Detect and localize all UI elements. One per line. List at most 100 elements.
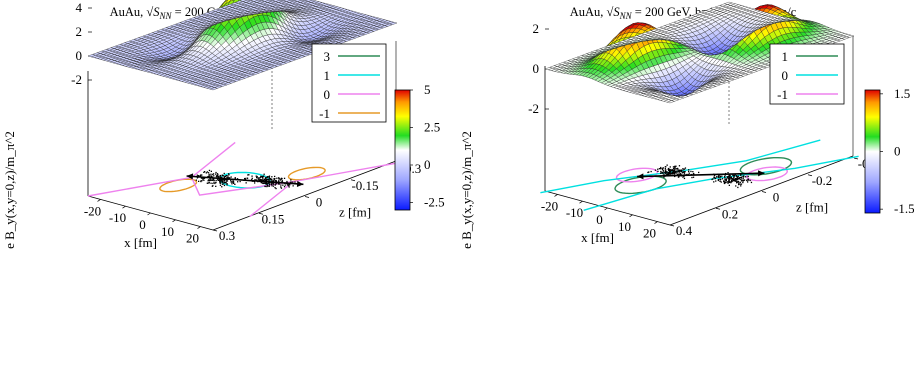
particle-point <box>268 182 270 184</box>
particle-point <box>223 184 226 187</box>
particle-point <box>251 175 253 177</box>
surface-cell <box>239 0 248 2</box>
colorbar-tick-label: -1.5 <box>894 201 914 216</box>
particle-point <box>203 171 205 173</box>
contour-line <box>614 175 667 195</box>
particle-point <box>673 168 675 170</box>
colorbar <box>394 89 411 211</box>
particle-point <box>658 168 661 170</box>
particle-point <box>267 183 269 185</box>
particle-point <box>266 182 268 184</box>
particle-point <box>213 181 215 183</box>
particle-point <box>198 180 200 182</box>
y-tick-mark <box>853 157 859 160</box>
particle-point <box>698 171 700 174</box>
particle-point <box>265 177 267 179</box>
particle-point <box>730 176 732 178</box>
particle-point <box>713 175 716 177</box>
particle-point <box>724 175 726 178</box>
particle-point <box>668 172 670 174</box>
particle-point <box>675 170 677 172</box>
particle-point <box>281 180 283 182</box>
surface-cell <box>260 0 270 2</box>
title-prefix: AuAu, √ <box>110 5 154 19</box>
particle-point <box>274 178 276 180</box>
particle-point <box>197 175 200 177</box>
particle-point <box>288 185 290 187</box>
particle-point <box>727 176 729 178</box>
x-tick-mark <box>197 226 201 229</box>
particle-point <box>214 182 216 185</box>
particle-point <box>266 176 269 178</box>
particle-point <box>674 175 676 178</box>
particle-point <box>232 180 234 182</box>
particle-point <box>207 182 209 184</box>
particle-point <box>215 185 217 187</box>
particle-point <box>230 176 232 178</box>
particle-point <box>286 180 288 183</box>
particle-point <box>222 179 224 181</box>
particle-point <box>727 176 729 178</box>
x-tick-label: 20 <box>186 231 199 246</box>
particle-point <box>733 180 735 182</box>
z-tick-label: -2 <box>528 101 539 116</box>
particle-point <box>718 176 720 179</box>
particle-point <box>732 178 734 180</box>
z-tick-label: 4 <box>76 0 83 15</box>
particle-point <box>742 177 744 179</box>
title-sub: NN <box>159 11 173 21</box>
y-tick-label: -0.15 <box>351 178 378 193</box>
particle-point <box>742 175 744 177</box>
particle-point <box>266 183 268 186</box>
x-tick-mark <box>172 219 176 223</box>
particle-point <box>195 179 197 181</box>
particle-point <box>683 168 686 170</box>
particle-point <box>736 177 738 179</box>
particle-point <box>226 183 228 185</box>
particle-point <box>684 171 686 173</box>
particle-point <box>724 177 726 179</box>
particle-point <box>681 170 683 172</box>
particle-point <box>661 172 663 174</box>
particle-point <box>683 171 685 173</box>
particle-point <box>208 173 210 176</box>
particle-point <box>205 172 207 174</box>
particle-point <box>648 171 650 173</box>
particle-point <box>265 179 268 182</box>
y-tick-label: 0.4 <box>676 223 693 238</box>
particle-point <box>268 175 271 177</box>
particle-point <box>725 180 727 182</box>
particle-point <box>675 170 678 172</box>
direction-arrow <box>186 175 304 186</box>
y-tick-mark <box>258 212 264 215</box>
legend-label: -1 <box>777 87 788 102</box>
particle-point <box>664 167 666 170</box>
particle-point <box>269 182 271 184</box>
legend-label: 0 <box>782 68 789 83</box>
particle-point <box>229 177 231 179</box>
particle-point <box>727 178 729 180</box>
particle-point <box>723 180 725 182</box>
particle-point <box>274 187 276 189</box>
particle-point <box>728 175 730 177</box>
particle-point <box>236 178 239 180</box>
particle-point <box>210 170 212 172</box>
particle-point <box>736 182 738 184</box>
particle-point <box>667 173 670 175</box>
particle-point <box>226 184 228 186</box>
particle-point <box>711 178 713 181</box>
particle-point <box>678 176 680 178</box>
particle-point <box>263 173 265 175</box>
arrow-head <box>296 180 304 187</box>
particle-point <box>268 178 270 181</box>
particle-point <box>221 186 223 188</box>
colorbar-tick-label: 5 <box>424 82 431 97</box>
legend-box <box>311 43 387 123</box>
particle-point <box>270 183 273 185</box>
particle-point <box>227 175 229 177</box>
particle-point <box>278 180 280 182</box>
particle-point <box>246 177 248 179</box>
particle-point <box>275 183 277 185</box>
particle-point <box>207 180 209 182</box>
title-prefix: AuAu, √ <box>570 5 614 19</box>
